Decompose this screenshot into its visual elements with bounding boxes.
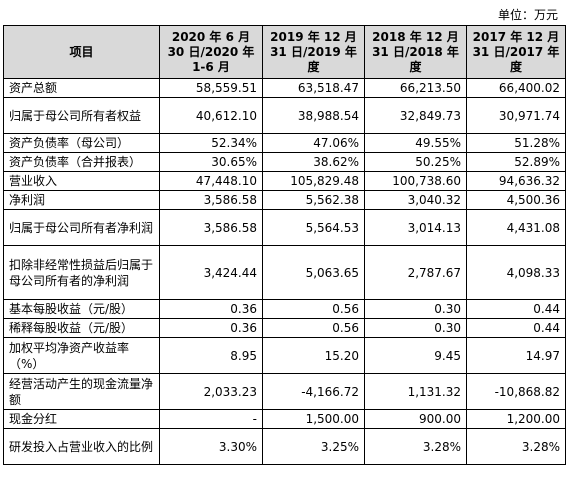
cell-value: 100,738.60	[364, 171, 467, 191]
cell-value: 0.30	[364, 299, 467, 319]
row-label: 资产负债率（合并报表）	[3, 152, 160, 172]
row-label: 经营活动产生的现金流量净额	[3, 373, 160, 410]
row-label: 资产总额	[3, 78, 160, 98]
cell-value: 5,562.38	[262, 190, 365, 210]
cell-value: 3.25%	[262, 428, 365, 465]
cell-value: 51.28%	[466, 133, 566, 153]
header-period-2019: 2019 年 12 月 31 日/2019 年度	[262, 25, 365, 79]
cell-value: 8.95	[159, 337, 263, 374]
row-label: 归属于母公司所有者净利润	[3, 209, 160, 246]
cell-value: 3,040.32	[364, 190, 467, 210]
cell-value: 4,431.08	[466, 209, 566, 246]
cell-value: 1,131.32	[364, 373, 467, 410]
cell-value: 14.97	[466, 337, 566, 374]
cell-value: 5,063.65	[262, 245, 365, 300]
cell-value: 105,829.48	[262, 171, 365, 191]
cell-value: -10,868.82	[466, 373, 566, 410]
row-label: 扣除非经常性损益后归属于母公司所有者的净利润	[3, 245, 160, 300]
cell-value: 0.56	[262, 299, 365, 319]
header-period-2017: 2017 年 12 月 31 日/2017 年度	[466, 25, 566, 79]
cell-value: 49.55%	[364, 133, 467, 153]
row-label: 现金分红	[3, 409, 160, 429]
table-row: 资产负债率（合并报表） 30.65% 38.62% 50.25% 52.89%	[3, 152, 566, 172]
cell-value: 38,988.54	[262, 97, 365, 134]
row-label: 加权平均净资产收益率（%）	[3, 337, 160, 374]
row-label: 归属于母公司所有者权益	[3, 97, 160, 134]
cell-value: 52.89%	[466, 152, 566, 172]
cell-value: 900.00	[364, 409, 467, 429]
cell-value: 0.44	[466, 318, 566, 338]
cell-value: 40,612.10	[159, 97, 263, 134]
cell-value: 66,400.02	[466, 78, 566, 98]
cell-value: 1,200.00	[466, 409, 566, 429]
cell-value: -4,166.72	[262, 373, 365, 410]
table-row: 稀释每股收益（元/股） 0.36 0.56 0.30 0.44	[3, 318, 566, 338]
table-header-row: 项目 2020 年 6 月 30 日/2020 年 1-6 月 2019 年 1…	[3, 25, 566, 79]
table-row: 归属于母公司所有者权益 40,612.10 38,988.54 32,849.73 30…	[3, 97, 566, 134]
table-row: 资产负债率（母公司） 52.34% 47.06% 49.55% 51.28%	[3, 133, 566, 153]
cell-value: 3,586.58	[159, 190, 263, 210]
table-row: 营业收入 47,448.10 105,829.48 100,738.60 94,636.…	[3, 171, 566, 191]
row-label: 基本每股收益（元/股）	[3, 299, 160, 319]
header-period-2018: 2018 年 12 月 31 日/2018 年度	[364, 25, 467, 79]
cell-value: 1,500.00	[262, 409, 365, 429]
cell-value: 30,971.74	[466, 97, 566, 134]
cell-value: 94,636.32	[466, 171, 566, 191]
table-row: 归属于母公司所有者净利润 3,586.58 5,564.53 3,014.13 4,43…	[3, 209, 566, 246]
cell-value: 15.20	[262, 337, 365, 374]
cell-value: 5,564.53	[262, 209, 365, 246]
cell-value: 0.36	[159, 299, 263, 319]
cell-value: 38.62%	[262, 152, 365, 172]
table-row: 加权平均净资产收益率（%） 8.95 15.20 9.45 14.97	[3, 337, 566, 374]
financial-summary-table: 项目 2020 年 6 月 30 日/2020 年 1-6 月 2019 年 1…	[3, 25, 566, 465]
cell-value: 3,586.58	[159, 209, 263, 246]
cell-value: 3.28%	[466, 428, 566, 465]
cell-value: 0.36	[159, 318, 263, 338]
cell-value: 9.45	[364, 337, 467, 374]
cell-value: 50.25%	[364, 152, 467, 172]
cell-value: 3,424.44	[159, 245, 263, 300]
header-period-2020h1: 2020 年 6 月 30 日/2020 年 1-6 月	[159, 25, 263, 79]
cell-value: 4,098.33	[466, 245, 566, 300]
cell-value: 52.34%	[159, 133, 263, 153]
cell-value: 2,787.67	[364, 245, 467, 300]
cell-value: 3.30%	[159, 428, 263, 465]
cell-value: 0.30	[364, 318, 467, 338]
header-item: 项目	[3, 25, 160, 79]
row-label: 资产负债率（母公司）	[3, 133, 160, 153]
row-label: 营业收入	[3, 171, 160, 191]
table-row: 扣除非经常性损益后归属于母公司所有者的净利润 3,424.44 5,063.65 2,…	[3, 245, 566, 300]
cell-value: 32,849.73	[364, 97, 467, 134]
table-row: 研发投入占营业收入的比例 3.30% 3.25% 3.28% 3.28%	[3, 428, 566, 465]
cell-value: 3,014.13	[364, 209, 467, 246]
cell-value: 0.44	[466, 299, 566, 319]
row-label: 研发投入占营业收入的比例	[3, 428, 160, 465]
cell-value: 47,448.10	[159, 171, 263, 191]
unit-label: 单位：万元	[497, 8, 558, 22]
table-row: 经营活动产生的现金流量净额 2,033.23 -4,166.72 1,131.32 -1…	[3, 373, 566, 410]
cell-value: 0.56	[262, 318, 365, 338]
cell-value: 66,213.50	[364, 78, 467, 98]
cell-value: 4,500.36	[466, 190, 566, 210]
table-row: 资产总额 58,559.51 63,518.47 66,213.50 66,400.02	[3, 78, 566, 98]
cell-value: 3.28%	[364, 428, 467, 465]
cell-value: 58,559.51	[159, 78, 263, 98]
cell-value: 30.65%	[159, 152, 263, 172]
cell-value: 2,033.23	[159, 373, 263, 410]
cell-value: 63,518.47	[262, 78, 365, 98]
table-row: 净利润 3,586.58 5,562.38 3,040.32 4,500.36	[3, 190, 566, 210]
table-row: 基本每股收益（元/股） 0.36 0.56 0.30 0.44	[3, 299, 566, 319]
cell-value: -	[159, 409, 263, 429]
row-label: 净利润	[3, 190, 160, 210]
row-label: 稀释每股收益（元/股）	[3, 318, 160, 338]
cell-value: 47.06%	[262, 133, 365, 153]
table-row: 现金分红 -1,500.00 900.00 1,200.00	[3, 409, 566, 429]
